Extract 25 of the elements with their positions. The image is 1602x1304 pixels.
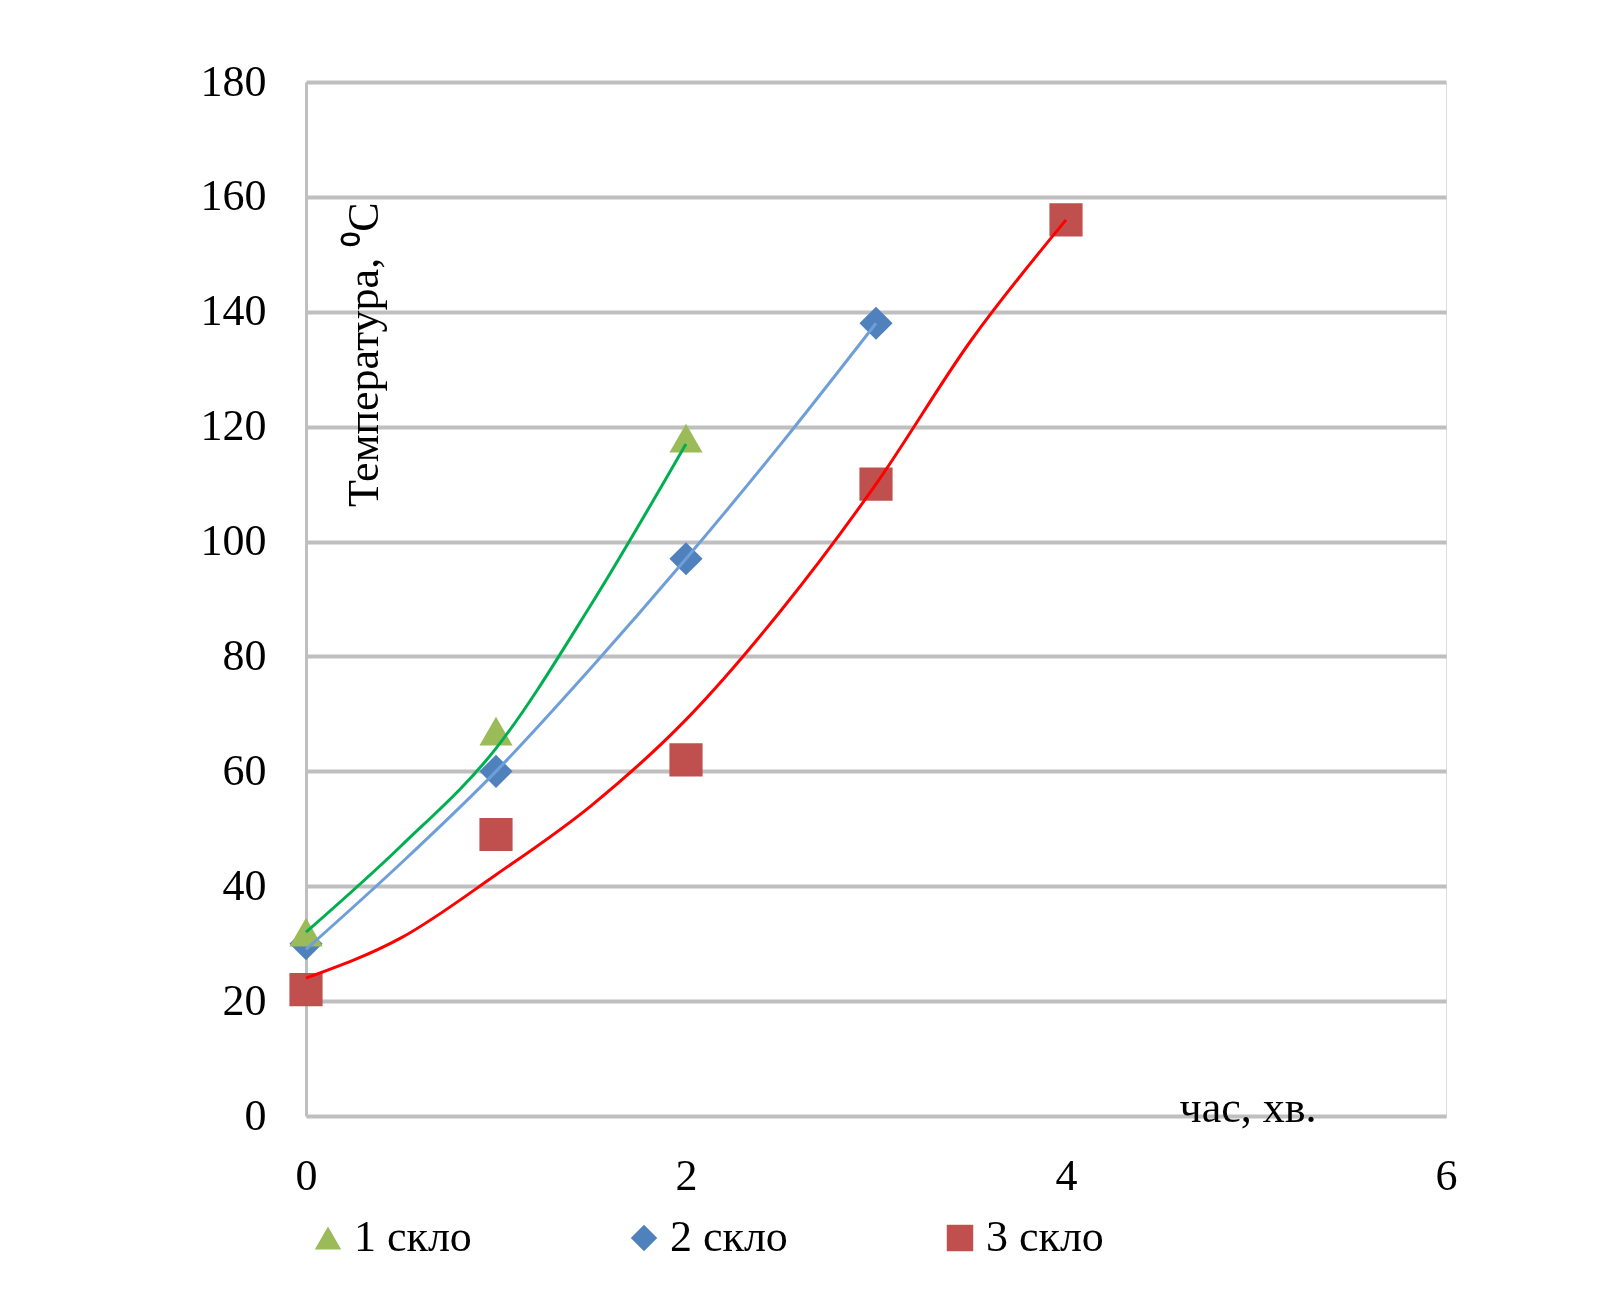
point	[479, 817, 513, 852]
y-tick-label: 0	[244, 1090, 267, 1140]
y-tick-label: 40	[222, 860, 267, 910]
point	[1049, 203, 1083, 237]
x-tick-label: 6	[1435, 1150, 1458, 1200]
legend-label: 1 скло	[354, 1212, 472, 1261]
y-tick-label: 120	[200, 401, 267, 451]
y-axis-title: Температура, ⁰C	[338, 202, 388, 508]
legend-label: 3 скло	[986, 1212, 1104, 1261]
y-tick-label: 180	[200, 56, 267, 106]
x-axis-title: час, хв.	[1179, 1082, 1317, 1132]
y-tick-label: 140	[200, 286, 267, 336]
x-tick-label: 0	[295, 1150, 318, 1200]
y-tick-label: 20	[222, 975, 267, 1025]
legend-label: 2 скло	[670, 1212, 788, 1261]
point	[859, 306, 893, 340]
y-tick-label: 60	[222, 745, 267, 795]
y-tick-label: 100	[200, 516, 267, 566]
x-tick-label: 2	[675, 1150, 698, 1200]
y-tick-label: 80	[222, 630, 267, 680]
point	[289, 973, 323, 1007]
point	[669, 743, 703, 777]
point	[669, 423, 703, 453]
x-tick-label: 4	[1055, 1150, 1078, 1200]
y-tick-label: 160	[200, 171, 267, 221]
